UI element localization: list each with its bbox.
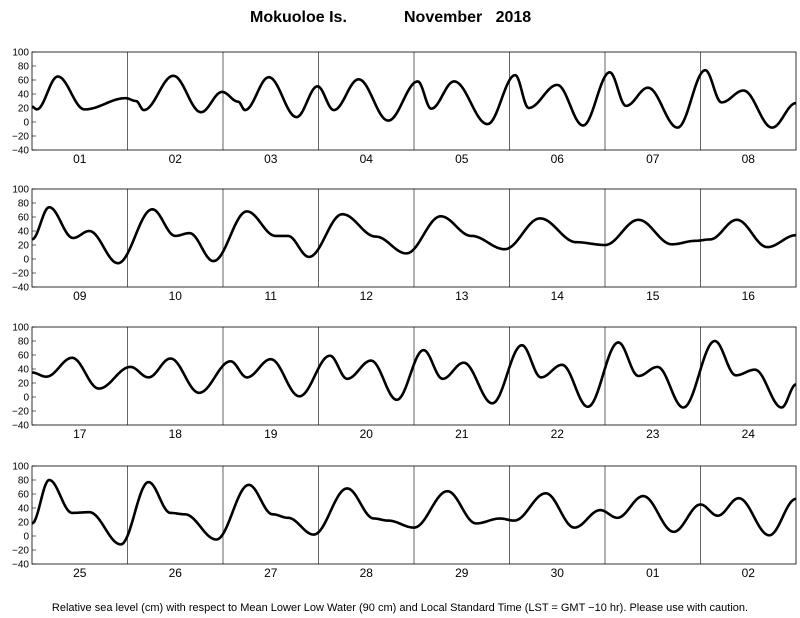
day-label: 19 bbox=[264, 427, 278, 441]
y-tick-label: 0 bbox=[23, 393, 29, 404]
day-label: 28 bbox=[360, 566, 374, 580]
panel-4: 100 80 60 40 20 0 −20 −40 25 26 27 28 29 30 01 02 bbox=[12, 462, 797, 580]
day-label: 03 bbox=[264, 152, 278, 166]
day-label: 14 bbox=[551, 289, 565, 303]
day-label: 04 bbox=[360, 152, 374, 166]
panel-1: 100 80 60 40 20 0 −20 −40 01 02 03 04 05 06 07 08 bbox=[12, 48, 797, 166]
day-label: 08 bbox=[742, 152, 756, 166]
day-label: 09 bbox=[73, 289, 87, 303]
tide-curve bbox=[31, 478, 797, 546]
y-tick-label: 20 bbox=[18, 104, 30, 115]
day-label: 11 bbox=[265, 289, 278, 303]
y-tick-label: 100 bbox=[12, 462, 29, 473]
day-label: 07 bbox=[646, 152, 660, 166]
footer-note: Relative sea level (cm) with respect to … bbox=[52, 602, 748, 614]
day-label: 02 bbox=[742, 566, 756, 580]
y-tick-label: −40 bbox=[12, 146, 29, 157]
y-tick-label: 40 bbox=[18, 227, 30, 238]
y-tick-label: 40 bbox=[18, 90, 30, 101]
day-label: 22 bbox=[551, 427, 565, 441]
y-tick-label: 60 bbox=[18, 490, 30, 501]
y-tick-label: 0 bbox=[23, 118, 29, 129]
y-tick-label: 20 bbox=[18, 379, 30, 390]
y-tick-label: −20 bbox=[12, 546, 29, 557]
day-label: 02 bbox=[169, 152, 183, 166]
tide-curve bbox=[31, 339, 797, 409]
y-tick-label: 80 bbox=[18, 476, 30, 487]
y-tick-label: 20 bbox=[18, 518, 30, 529]
day-label: 26 bbox=[169, 566, 183, 580]
y-tick-label: 40 bbox=[18, 365, 30, 376]
tide-curve bbox=[31, 68, 797, 129]
day-label: 27 bbox=[264, 566, 278, 580]
y-tick-label: −20 bbox=[12, 269, 29, 280]
y-tick-label: 80 bbox=[18, 337, 30, 348]
day-label: 05 bbox=[455, 152, 469, 166]
day-label: 21 bbox=[455, 427, 469, 441]
y-tick-label: 100 bbox=[12, 323, 29, 334]
y-tick-label: −20 bbox=[12, 407, 29, 418]
panel-2: 100 80 60 40 20 0 −20 −40 09 10 11 12 13 14 15 16 bbox=[12, 185, 797, 303]
day-label: 01 bbox=[646, 566, 660, 580]
day-label: 18 bbox=[169, 427, 183, 441]
y-tick-label: 60 bbox=[18, 351, 30, 362]
y-tick-label: 80 bbox=[18, 199, 30, 210]
y-tick-label: 100 bbox=[12, 48, 29, 59]
station-title: Mokuoloe Is. bbox=[250, 9, 347, 26]
y-tick-label: −40 bbox=[12, 560, 29, 571]
y-tick-label: 100 bbox=[12, 185, 29, 196]
month-year-title: November 2018 bbox=[404, 9, 531, 26]
y-tick-label: 0 bbox=[23, 532, 29, 543]
day-label: 13 bbox=[455, 289, 469, 303]
y-tick-label: −40 bbox=[12, 421, 29, 432]
y-tick-label: 60 bbox=[18, 76, 30, 87]
day-label: 24 bbox=[742, 427, 756, 441]
day-label: 23 bbox=[646, 427, 660, 441]
y-tick-label: −40 bbox=[12, 283, 29, 294]
panel-3: 100 80 60 40 20 0 −20 −40 17 18 19 20 21 22 23 24 bbox=[12, 323, 797, 441]
day-label: 12 bbox=[360, 289, 374, 303]
day-label: 10 bbox=[169, 289, 183, 303]
day-label: 17 bbox=[73, 427, 87, 441]
day-label: 06 bbox=[551, 152, 565, 166]
y-tick-label: 0 bbox=[23, 255, 29, 266]
y-tick-label: 60 bbox=[18, 213, 30, 224]
y-tick-label: −20 bbox=[12, 132, 29, 143]
tide-curve bbox=[31, 205, 797, 265]
day-label: 01 bbox=[73, 152, 87, 166]
day-label: 16 bbox=[742, 289, 756, 303]
y-tick-label: 20 bbox=[18, 241, 30, 252]
y-tick-label: 80 bbox=[18, 62, 30, 73]
day-label: 30 bbox=[551, 566, 565, 580]
y-tick-label: 40 bbox=[18, 504, 30, 515]
day-label: 29 bbox=[455, 566, 469, 580]
day-label: 15 bbox=[646, 289, 660, 303]
day-label: 20 bbox=[360, 427, 374, 441]
day-label: 25 bbox=[73, 566, 87, 580]
